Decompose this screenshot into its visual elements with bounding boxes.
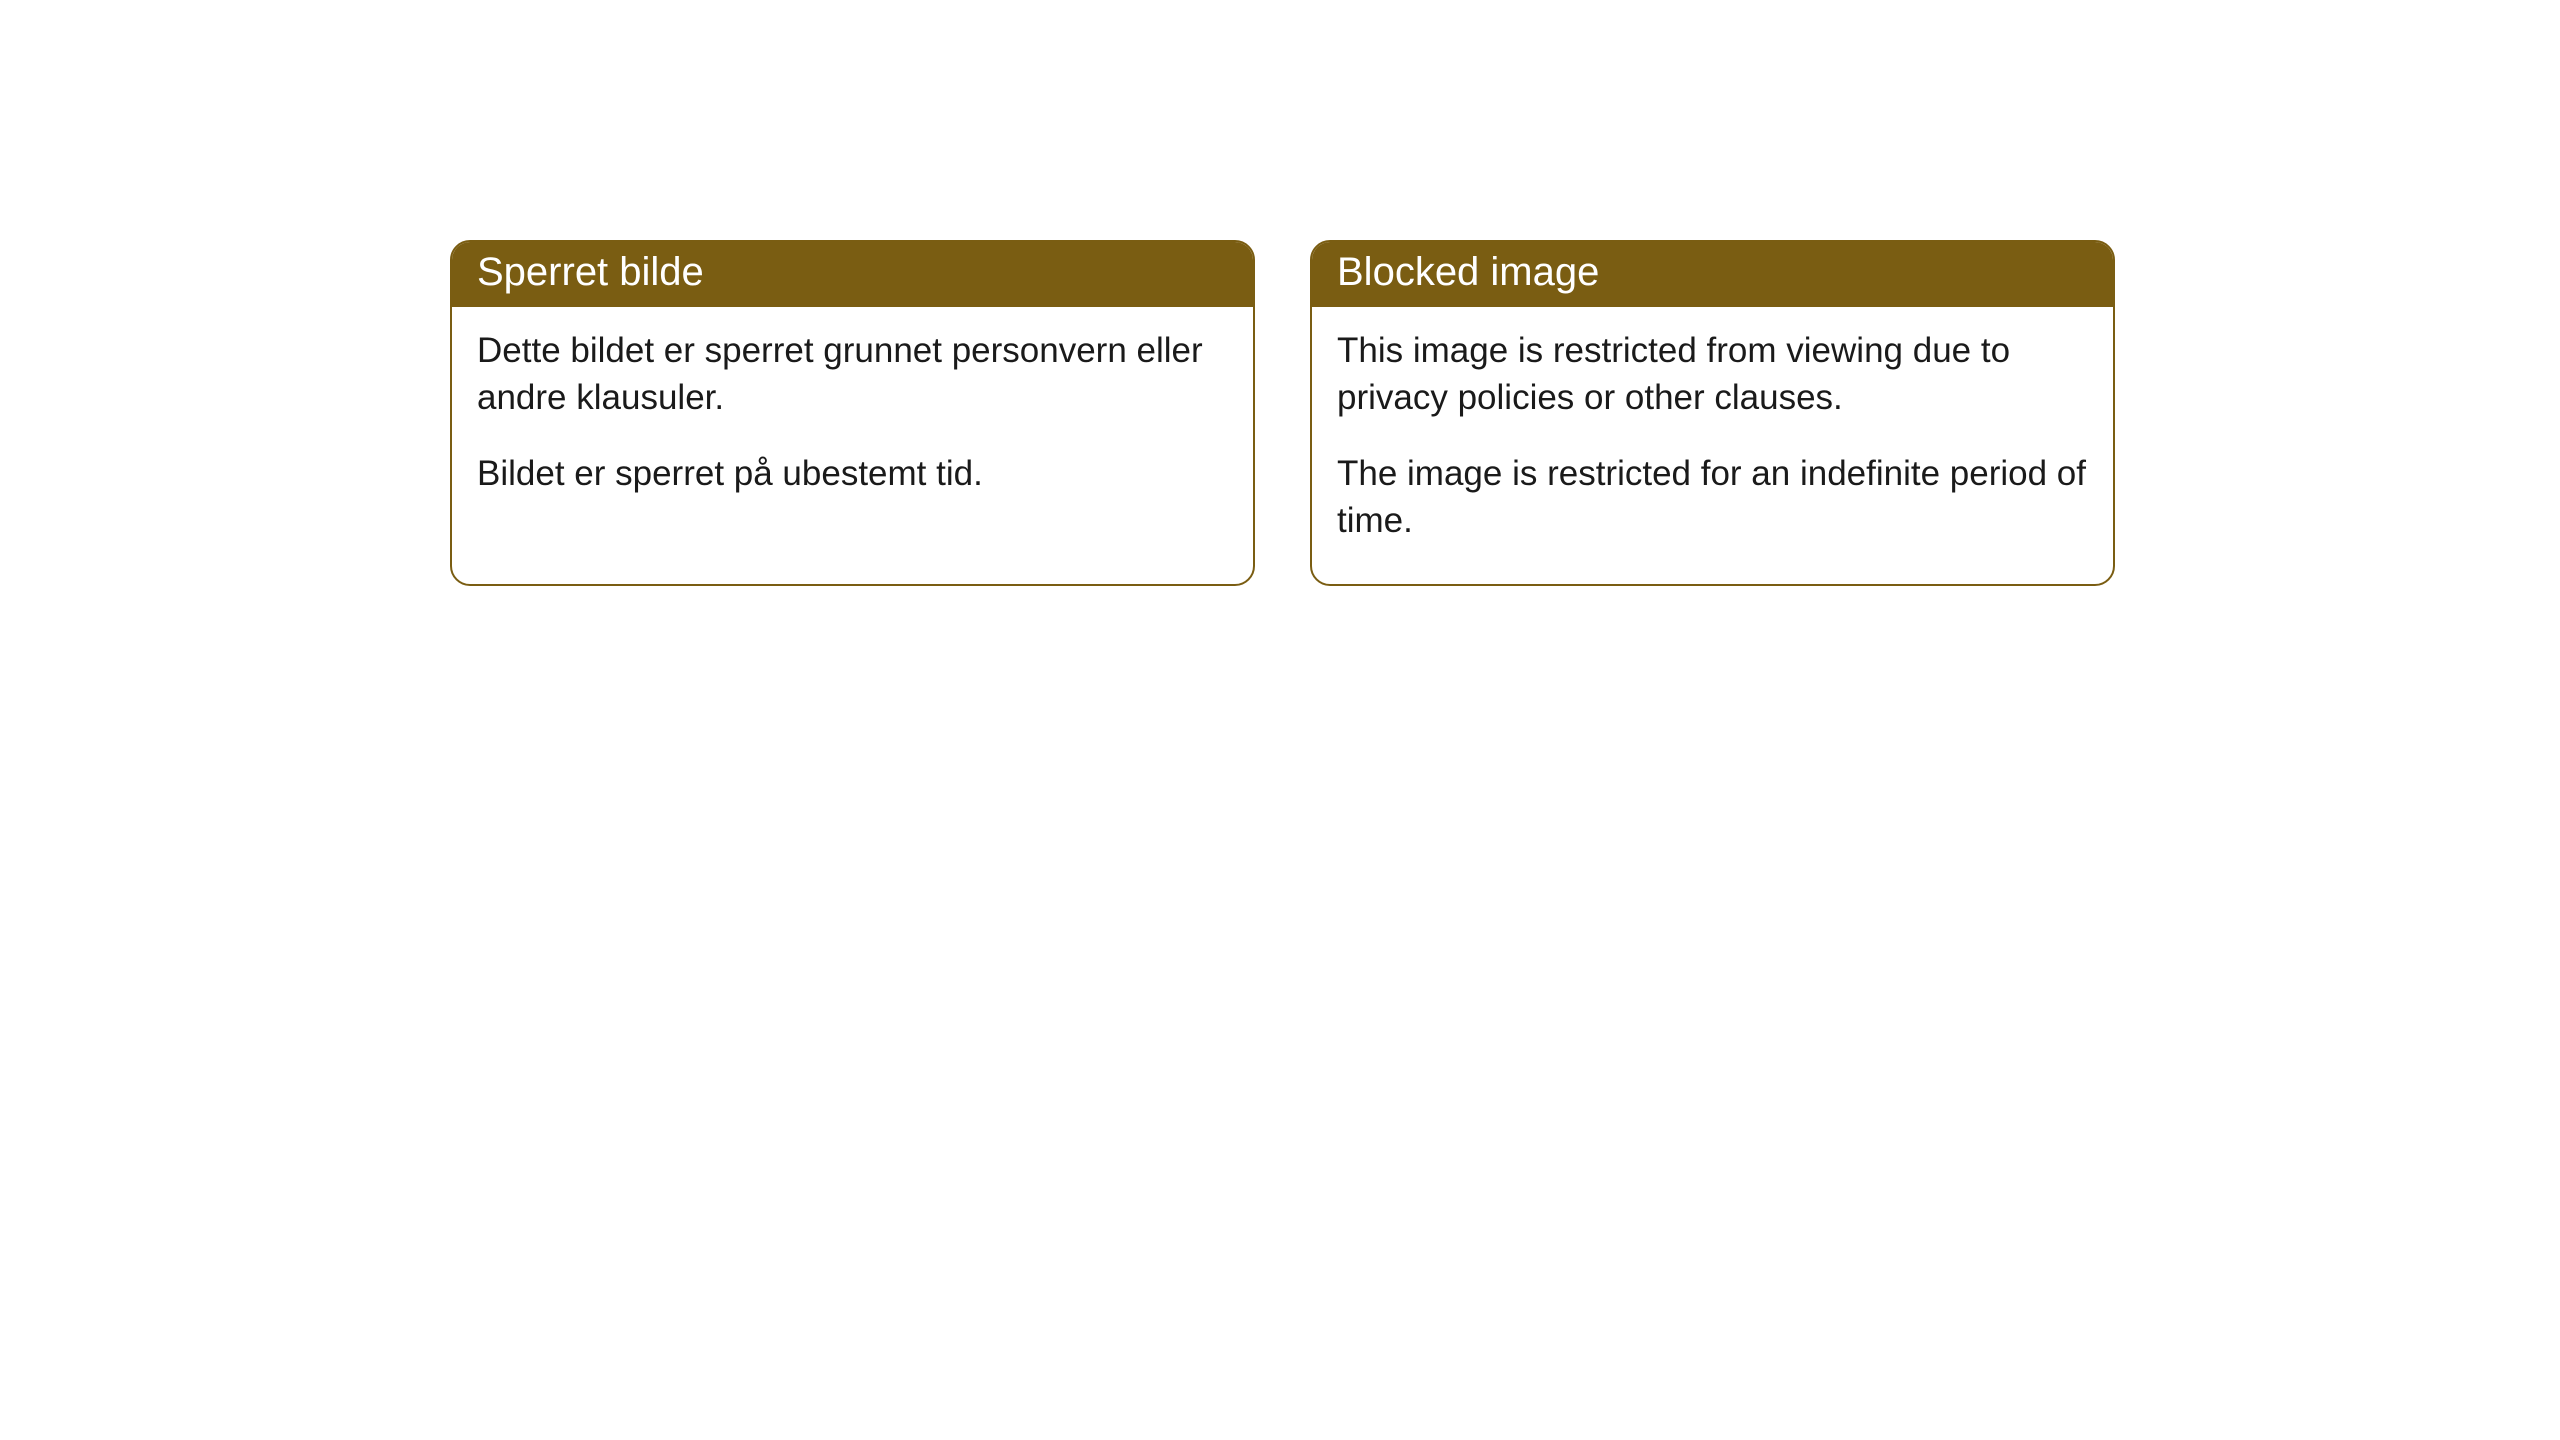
card-header: Sperret bilde xyxy=(452,242,1253,307)
notice-card-norwegian: Sperret bilde Dette bildet er sperret gr… xyxy=(450,240,1255,586)
card-paragraph: The image is restricted for an indefinit… xyxy=(1337,450,2088,545)
notice-cards-container: Sperret bilde Dette bildet er sperret gr… xyxy=(450,240,2560,586)
card-paragraph: Dette bildet er sperret grunnet personve… xyxy=(477,327,1228,422)
card-body: Dette bildet er sperret grunnet personve… xyxy=(452,307,1253,537)
card-header: Blocked image xyxy=(1312,242,2113,307)
card-paragraph: This image is restricted from viewing du… xyxy=(1337,327,2088,422)
card-body: This image is restricted from viewing du… xyxy=(1312,307,2113,584)
notice-card-english: Blocked image This image is restricted f… xyxy=(1310,240,2115,586)
card-paragraph: Bildet er sperret på ubestemt tid. xyxy=(477,450,1228,497)
